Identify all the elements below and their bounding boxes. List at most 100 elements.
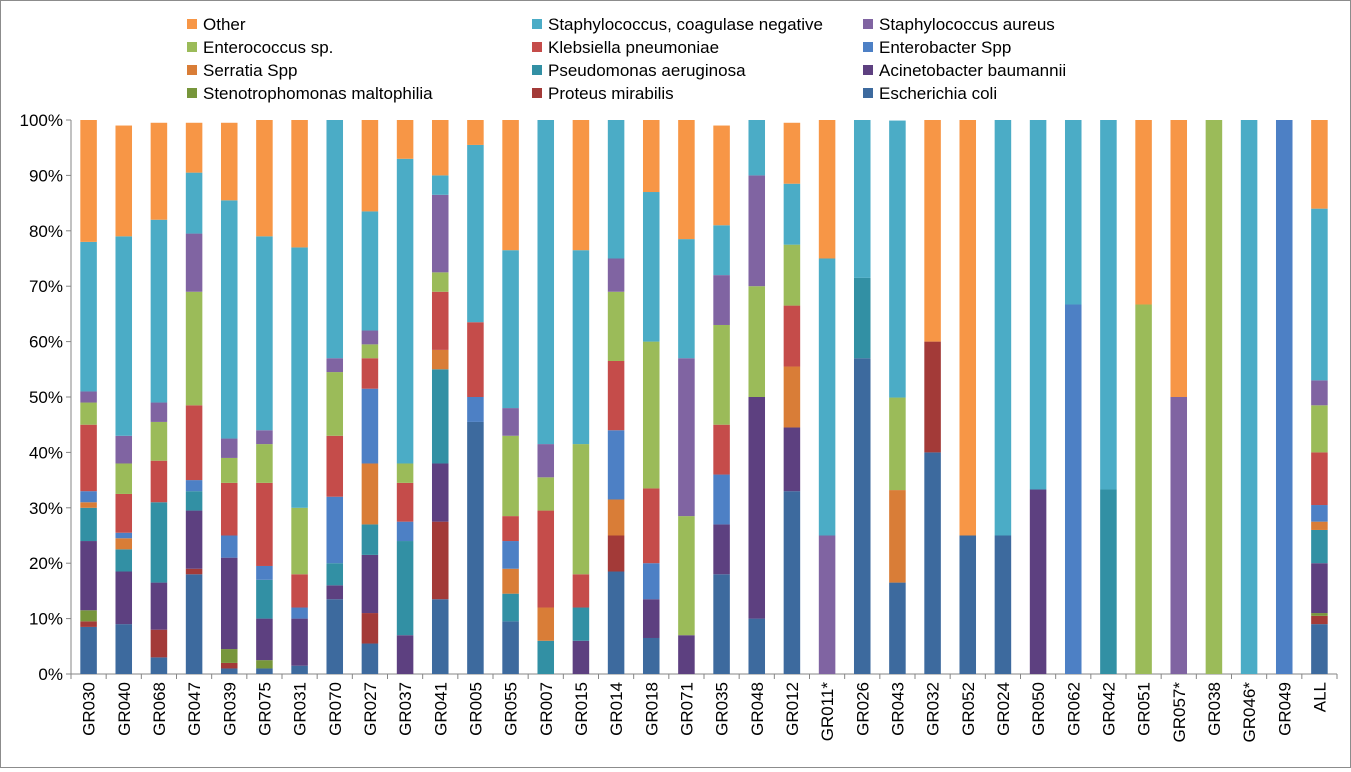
bar-segment <box>361 643 379 674</box>
bar-segment <box>220 122 238 201</box>
bar-stack-GR039 <box>220 122 238 674</box>
bar-segment <box>80 241 97 392</box>
bar-segment <box>1029 120 1047 490</box>
bar-segment <box>150 582 168 630</box>
bar-stack-GR031 <box>291 120 308 674</box>
bar-stack-GR043 <box>889 120 906 674</box>
bar-segment <box>1311 615 1328 625</box>
bar-segment <box>80 626 97 674</box>
bar-segment <box>1311 563 1328 614</box>
bar-segment <box>256 430 273 445</box>
bar-segment <box>361 388 379 464</box>
bar-segment <box>150 460 168 503</box>
bar-stack-GR035 <box>713 125 730 674</box>
bar-segment <box>1311 521 1328 530</box>
bar-segment <box>220 662 238 669</box>
bar-segment <box>361 120 379 212</box>
bar-segment <box>1311 380 1328 406</box>
bar-segment <box>783 491 801 674</box>
bar-segment <box>1064 304 1082 674</box>
bar-segment <box>502 120 519 251</box>
bar-segment <box>713 474 730 525</box>
bar-segment <box>502 435 519 517</box>
bar-segment <box>396 482 414 522</box>
bar-segment <box>361 554 379 614</box>
bar-segment <box>1135 120 1152 305</box>
legend-label: Staphylococcus aureus <box>879 15 1055 34</box>
bar-segment <box>150 629 168 658</box>
bar-segment <box>326 563 344 586</box>
bar-stack-GR055 <box>502 120 519 674</box>
bar-segment <box>431 194 449 273</box>
bar-segment <box>431 521 449 600</box>
bar-segment <box>748 286 766 397</box>
bar-segment <box>361 463 379 525</box>
bar-segment <box>115 549 133 572</box>
x-tick-label: GR049 <box>1275 682 1294 736</box>
bar-segment <box>607 258 625 292</box>
bar-segment <box>150 402 168 422</box>
bar-segment <box>291 618 308 666</box>
bar-segment <box>291 247 308 508</box>
bar-stack-GR046* <box>1240 120 1258 674</box>
bar-segment <box>889 582 906 674</box>
bar-segment <box>115 236 133 436</box>
bar-segment <box>326 120 344 359</box>
bar-segment <box>431 369 449 464</box>
bar-segment <box>1100 120 1117 490</box>
bar-stack-ALL <box>1311 120 1328 674</box>
bar-segment <box>361 211 379 331</box>
bar-segment <box>502 408 519 436</box>
bar-segment <box>396 635 414 674</box>
bar-segment <box>783 427 801 492</box>
bar-segment <box>537 477 555 511</box>
bar-segment <box>713 275 730 325</box>
bar-segment <box>502 250 519 409</box>
bar-segment <box>783 244 801 306</box>
bar-segment <box>748 397 766 619</box>
x-tick-label: GR051 <box>1135 682 1154 736</box>
legend-item: Staphylococcus, coagulase negative <box>532 15 823 34</box>
bar-segment <box>853 120 871 278</box>
bar-segment <box>80 502 97 508</box>
bar-segment <box>1029 489 1047 674</box>
legend-label: Pseudomonas aeruginosa <box>548 61 746 80</box>
legend-item: Klebsiella pneumoniae <box>532 38 719 57</box>
bar-segment <box>220 668 238 674</box>
bar-stack-GR042 <box>1100 120 1117 674</box>
bar-segment <box>713 324 730 425</box>
x-tick-label: GR071 <box>677 682 696 736</box>
bar-stack-GR037 <box>396 120 414 674</box>
bar-segment <box>713 125 730 226</box>
bar-segment <box>642 120 660 193</box>
bar-segment <box>678 358 695 517</box>
bar-stack-GR011* <box>818 120 836 674</box>
bar-segment <box>713 524 730 575</box>
bar-segment <box>185 574 203 674</box>
bar-segment <box>502 516 519 542</box>
bar-segment <box>889 120 906 398</box>
legend-swatch <box>187 19 197 29</box>
bar-segment <box>220 557 238 650</box>
x-tick-label: GR055 <box>502 682 521 736</box>
bar-segment <box>431 463 449 522</box>
legend-swatch <box>532 65 542 75</box>
bar-segment <box>467 397 484 422</box>
x-tick-label: GR068 <box>150 682 169 736</box>
bar-segment <box>256 444 273 483</box>
bar-segment <box>150 421 168 461</box>
bar-segment <box>80 402 97 425</box>
bar-segment <box>783 305 801 367</box>
bar-segment <box>572 607 590 641</box>
y-tick-label: 10% <box>29 610 63 629</box>
x-tick-label: GR057* <box>1170 682 1189 743</box>
bar-stack-GR068 <box>150 122 168 674</box>
bar-segment <box>80 120 97 242</box>
bar-stack-GR057* <box>1170 120 1188 674</box>
bar-segment <box>607 571 625 674</box>
bar-segment <box>185 568 203 575</box>
y-tick-label: 70% <box>29 277 63 296</box>
y-tick-label: 100% <box>20 111 63 130</box>
bar-segment <box>326 599 344 674</box>
